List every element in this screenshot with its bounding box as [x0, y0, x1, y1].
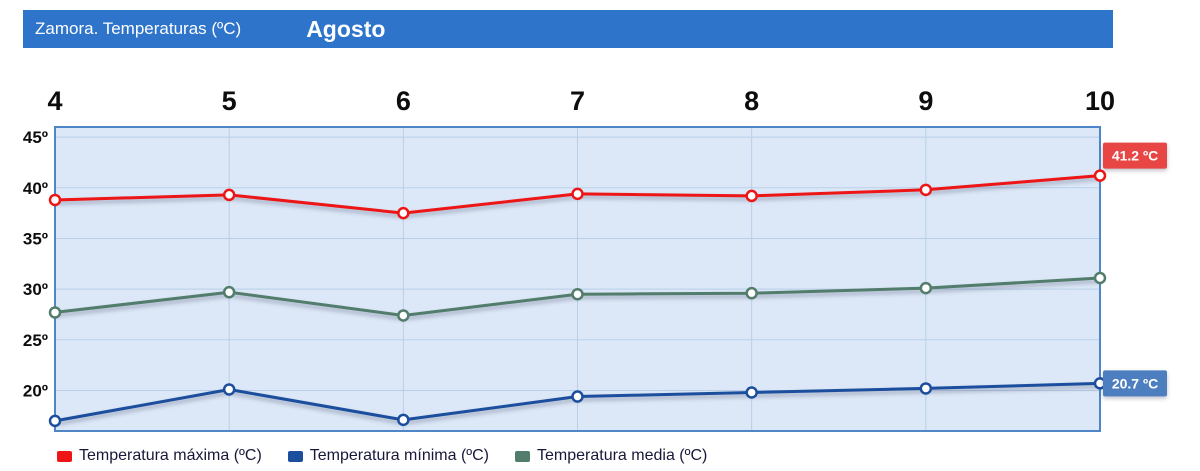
x-axis-label: 5	[222, 86, 237, 116]
data-point-marker	[222, 188, 236, 202]
x-axis-label: 8	[744, 86, 759, 116]
data-point-marker	[48, 306, 62, 319]
data-point-marker	[397, 309, 410, 322]
data-point-marker	[919, 382, 933, 395]
legend-swatch	[287, 450, 303, 462]
data-point-marker	[222, 383, 236, 396]
data-point-marker	[919, 183, 933, 197]
data-point-marker	[222, 285, 236, 299]
legend-item: Temperatura mínima (ºC)	[287, 447, 489, 465]
data-point-marker	[48, 193, 62, 207]
data-point-marker	[919, 281, 933, 295]
data-point-marker	[1093, 271, 1107, 285]
y-axis-label: 45º	[23, 128, 48, 147]
data-point-marker	[397, 413, 410, 427]
chart-title: Zamora. Temperaturas (ºC)	[35, 19, 242, 38]
end-value-label: 20.7 ºC	[1112, 375, 1158, 391]
data-point-marker	[571, 390, 584, 403]
end-value-label: 41.2 ºC	[1112, 148, 1158, 164]
x-axis-label: 7	[570, 86, 585, 116]
y-axis-label: 35º	[23, 229, 48, 248]
chart-legend: Temperatura máxima (ºC) Temperatura mínim…	[57, 447, 707, 465]
y-axis-label: 40º	[23, 179, 48, 198]
y-axis-label: 25º	[23, 331, 48, 350]
data-point-marker	[571, 187, 584, 201]
chart-header: Zamora. Temperaturas (ºC) Agosto	[23, 10, 1113, 48]
x-axis-label: 6	[396, 86, 411, 116]
y-axis-label: 30º	[23, 280, 48, 299]
legend-item: Temperatura máxima (ºC)	[57, 447, 262, 465]
x-axis-label: 10	[1085, 86, 1115, 116]
x-axis-label: 9	[918, 86, 933, 116]
chart-period: Agosto	[306, 15, 386, 42]
data-point-marker	[745, 189, 758, 203]
legend-label: Temperatura media (ºC)	[537, 447, 708, 464]
end-value-badge	[1103, 142, 1167, 169]
data-point-marker	[1093, 169, 1107, 182]
data-point-marker	[745, 286, 758, 300]
legend-label: Temperatura mínima (ºC)	[309, 447, 489, 464]
x-axis-label: 4	[47, 86, 62, 116]
legend-label: Temperatura máxima (ºC)	[79, 447, 262, 464]
legend-item: Temperatura media (ºC)	[515, 447, 707, 465]
y-axis-label: 20º	[23, 381, 48, 400]
end-value-badge	[1103, 370, 1167, 397]
data-point-marker	[745, 386, 758, 399]
legend-swatch	[57, 450, 72, 462]
data-point-marker	[48, 414, 62, 428]
data-point-marker	[397, 206, 410, 220]
data-point-marker	[571, 287, 584, 301]
legend-swatch	[515, 450, 530, 462]
